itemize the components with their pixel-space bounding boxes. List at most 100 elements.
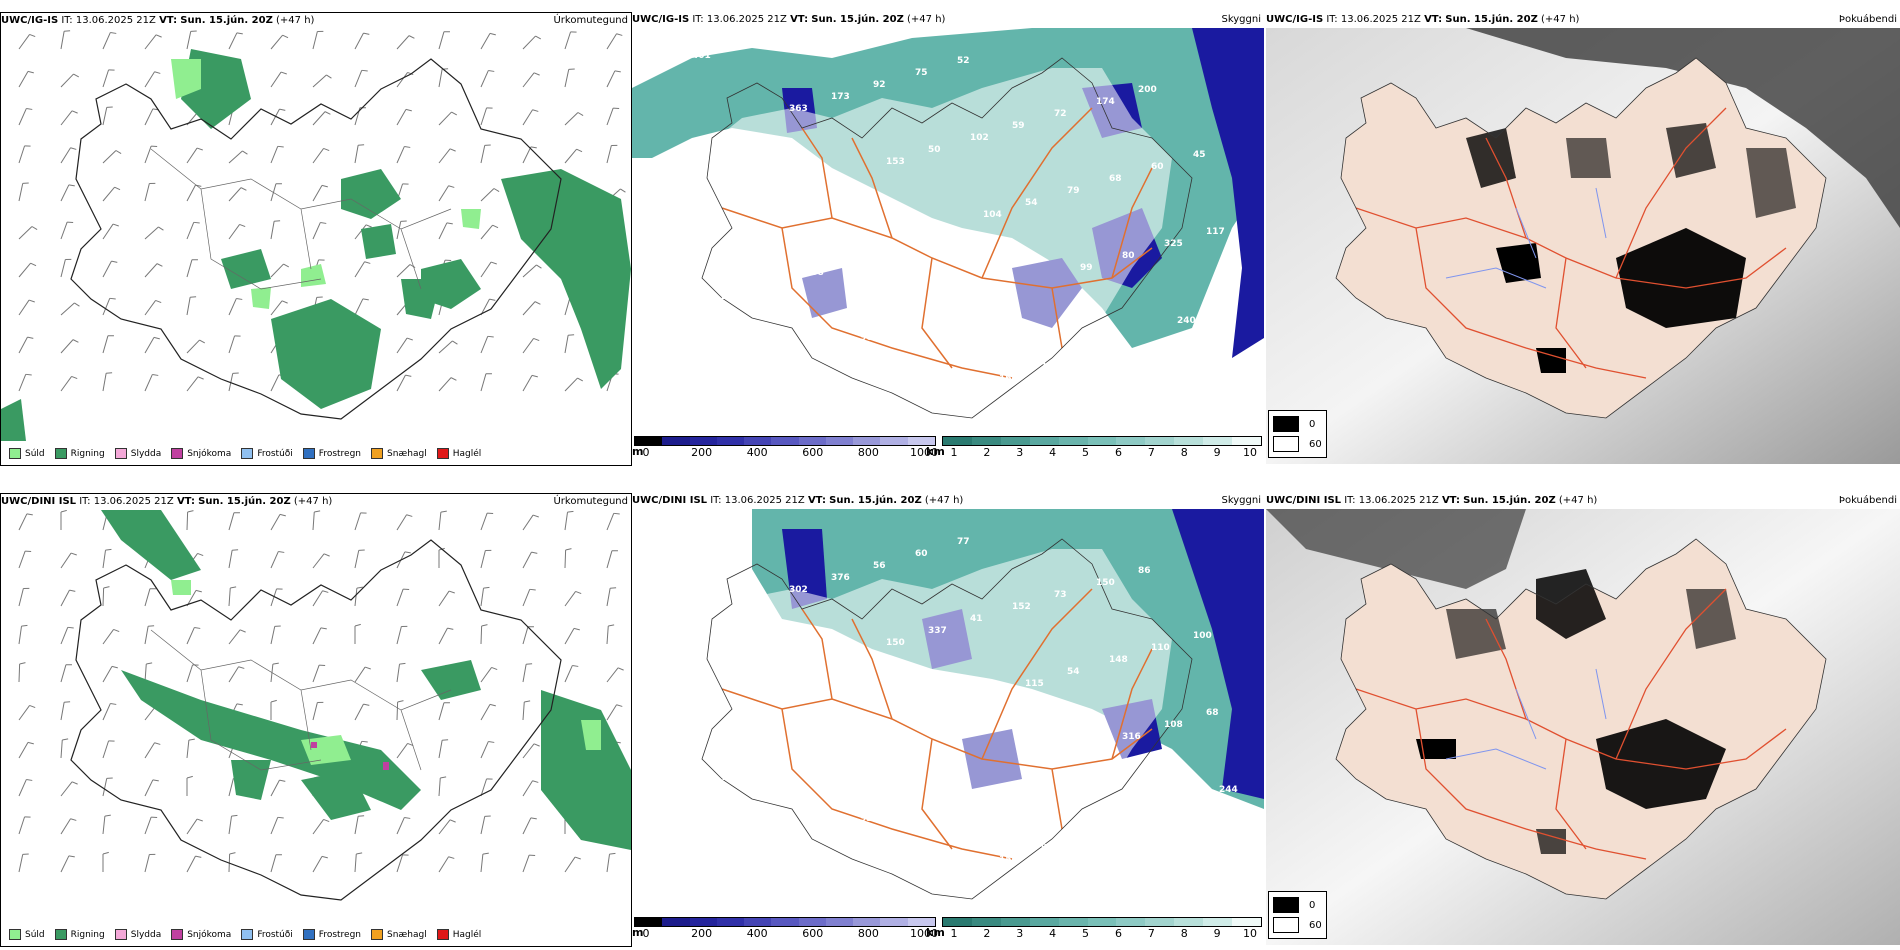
wind-barb [396,817,405,835]
wind-barb-flag [60,510,67,513]
wind-barb [480,33,491,50]
colorbar-segment [798,918,826,926]
colorbar-segment [689,918,717,926]
colorbar-tick: 600 [802,927,824,940]
visibility-value-label: 76 [776,838,789,848]
wind-barb [60,818,71,835]
wind-barb [102,107,108,126]
wind-barb [144,300,156,316]
wind-barb-flag [188,738,195,741]
legend-swatch [371,929,384,940]
wind-barb [564,69,570,88]
wind-barb [228,512,235,531]
wind-barb [438,590,450,607]
region-boundaries [150,629,452,771]
wind-barb [18,626,23,645]
visibility-colorbar: 1 2 3 4 5 6 7 8 9 10 km [926,436,1262,459]
wind-barb [60,184,70,202]
wind-barb [396,854,404,873]
wind-barb [606,550,613,569]
legend-item: Rigning [54,448,105,459]
wind-barb-flag [448,856,455,859]
wind-barb [564,512,569,531]
colorbar-segment [716,918,745,926]
wind-barb-flag [236,298,243,300]
wind-barb [564,665,573,683]
legend-swatch [114,448,127,459]
precip-map[interactable] [1,29,631,441]
wind-barb [522,264,537,278]
wind-barb-flag [67,626,74,629]
model-source: UWC/IG-IS [1,15,59,26]
wind-barb-flag [610,587,617,589]
wind-barb [480,588,485,607]
wind-barb-flag [574,856,581,860]
colorbar-segment [689,437,717,445]
wind-barb [354,854,357,873]
wind-barb [270,374,280,392]
it-label: IT: [61,15,73,26]
wind-barb [480,107,488,126]
wind-barb-flag [440,510,447,513]
wind-barb [480,667,492,683]
legend-item: Haglél [436,929,481,940]
wind-barb [186,511,189,531]
colorbar-tick: 2 [983,446,991,459]
visibility-value-label: 68 [1109,174,1122,184]
colorbar-segment [744,437,772,445]
wind-barb-flag [535,35,542,40]
wind-barb-flag [409,264,416,268]
wind-barb-flag [481,624,488,627]
wind-barb [228,335,236,354]
visibility-value-label: 302 [789,585,808,595]
panel-title: Skyggni [1221,14,1261,25]
region-boundaries [150,148,452,290]
wind-barb [480,261,492,278]
legend-swatch [54,448,67,459]
wind-barb [186,740,190,759]
fog-map[interactable] [1266,509,1900,945]
wind-barb-flag [530,146,537,149]
wind-barb [354,703,364,721]
wind-barb-flag [532,109,539,112]
colorbar-segment [853,918,881,926]
colorbar-tick: 0 [642,927,650,940]
legend-label: Snæhagl [387,929,427,940]
visibility-value-label: 208 [805,268,824,278]
wind-barb [354,550,360,569]
colorbar-tick: 800 [857,927,879,940]
legend-swatch [114,929,127,940]
precip-map[interactable] [1,510,631,922]
visibility-value-label: 104 [983,210,1002,220]
visibility-map[interactable]: 785 302 150 126 166 320 162 376 337 115 316 244 76 56… [632,509,1264,909]
wind-barb [270,664,274,683]
legend-item: Súld [9,929,45,940]
wind-barb [144,626,149,645]
visibility-map[interactable]: 401 363 153 104 99 240 389 173 50 54 80 73 28 92 102 79… [632,28,1264,428]
fog-map[interactable] [1266,28,1900,464]
wind-barb [18,226,33,240]
wind-barb [144,742,155,759]
wind-barb [18,705,30,721]
wind-barb [186,259,193,278]
visibility-value-label: 115 [1025,679,1044,689]
wind-barb-flag [236,32,243,35]
wind-barb [606,513,615,531]
colorbar-segment [1232,918,1261,926]
wind-barb [270,146,279,164]
wind-barb-flag [488,741,495,743]
wind-barb [438,627,448,645]
wind-barb [60,339,74,354]
wind-barb-flag [406,514,413,517]
fog-legend-row: 0 [1273,414,1322,434]
wind-barb [18,299,30,316]
wind-barb-flag [31,226,38,230]
wind-barb [480,373,487,392]
wind-barb-flag [609,852,616,855]
wind-barb-flag [279,108,286,111]
wind-barb-flag [616,704,623,707]
colorbar-tick: 10 [1243,446,1257,459]
colorbar-tick: 7 [1147,446,1155,459]
lead-time: (+47 h) [276,15,315,26]
vt-label: VT: [176,496,195,507]
